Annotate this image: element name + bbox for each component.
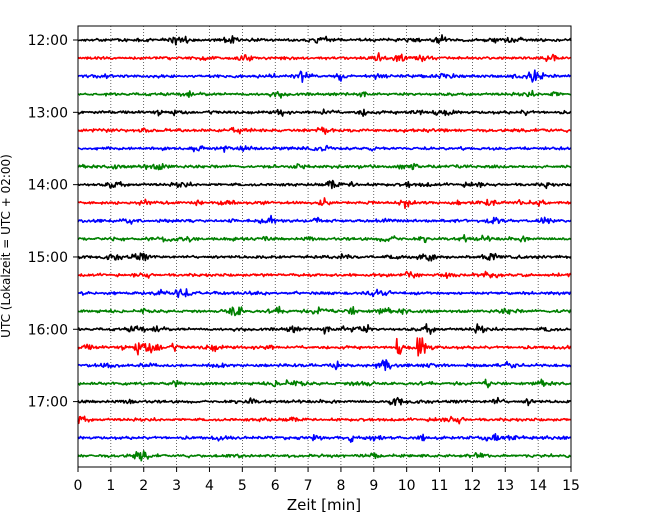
y-tick-label-15:00: 15:00: [28, 250, 68, 266]
trace-1330: [77, 144, 572, 153]
x-axis-ticks: 0 1 2 3 4 5 6 7 8 9 10 11 12 13 14 15: [74, 467, 580, 494]
trace-1215: [77, 52, 572, 63]
trace-1515: [77, 270, 572, 280]
trace-1230: [77, 69, 572, 83]
x-tick-label-15: 15: [562, 478, 580, 494]
x-tick-label-13: 13: [496, 478, 514, 494]
trace-1715: [77, 415, 572, 425]
y-tick-label-13:00: 13:00: [28, 105, 68, 121]
x-tick-label-3: 3: [172, 478, 181, 494]
x-tick-label-11: 11: [431, 478, 449, 494]
x-tick-label-5: 5: [238, 478, 247, 494]
trace-1315: [77, 126, 572, 135]
trace-1500: [77, 252, 572, 262]
trace-1245: [77, 89, 572, 99]
x-tick-label-4: 4: [205, 478, 214, 494]
y-tick-label-14:00: 14:00: [28, 178, 68, 194]
trace-1615: [77, 337, 572, 357]
x-tick-label-6: 6: [271, 478, 280, 494]
y-axis-ticks: 12:00 13:00 14:00 15:00 16:00 17:00: [28, 33, 78, 411]
x-tick-label-12: 12: [463, 478, 481, 494]
x-tick-label-14: 14: [529, 478, 547, 494]
x-tick-label-9: 9: [369, 478, 378, 494]
trace-1600: [77, 323, 572, 335]
trace-1545: [77, 305, 572, 317]
trace-1445: [77, 234, 572, 244]
trace-1300: [77, 108, 572, 117]
trace-1530: [77, 288, 572, 299]
trace-1730: [77, 433, 572, 443]
seismic-traces: [77, 34, 572, 462]
x-tick-label-8: 8: [336, 478, 345, 494]
trace-1400: [77, 179, 572, 190]
trace-1415: [77, 197, 572, 210]
x-tick-label-1: 1: [106, 478, 115, 494]
trace-1645: [77, 378, 572, 389]
y-axis-label: UTC (Lokalzeit = UTC + 02:00): [0, 154, 13, 338]
y-tick-label-17:00: 17:00: [28, 395, 68, 411]
trace-1430: [77, 214, 572, 225]
y-tick-label-16:00: 16:00: [28, 322, 68, 338]
x-axis-label: Zeit [min]: [287, 496, 361, 514]
trace-1345: [77, 162, 572, 171]
trace-1700: [77, 396, 572, 407]
trace-1200: [77, 34, 572, 46]
x-tick-label-7: 7: [304, 478, 313, 494]
y-tick-label-12:00: 12:00: [28, 33, 68, 49]
trace-1630: [77, 359, 572, 372]
trace-1745: [77, 450, 572, 462]
x-tick-label-2: 2: [139, 478, 148, 494]
plot-frame: [77, 25, 572, 468]
x-tick-label-0: 0: [74, 478, 83, 494]
x-tick-label-10: 10: [398, 478, 416, 494]
